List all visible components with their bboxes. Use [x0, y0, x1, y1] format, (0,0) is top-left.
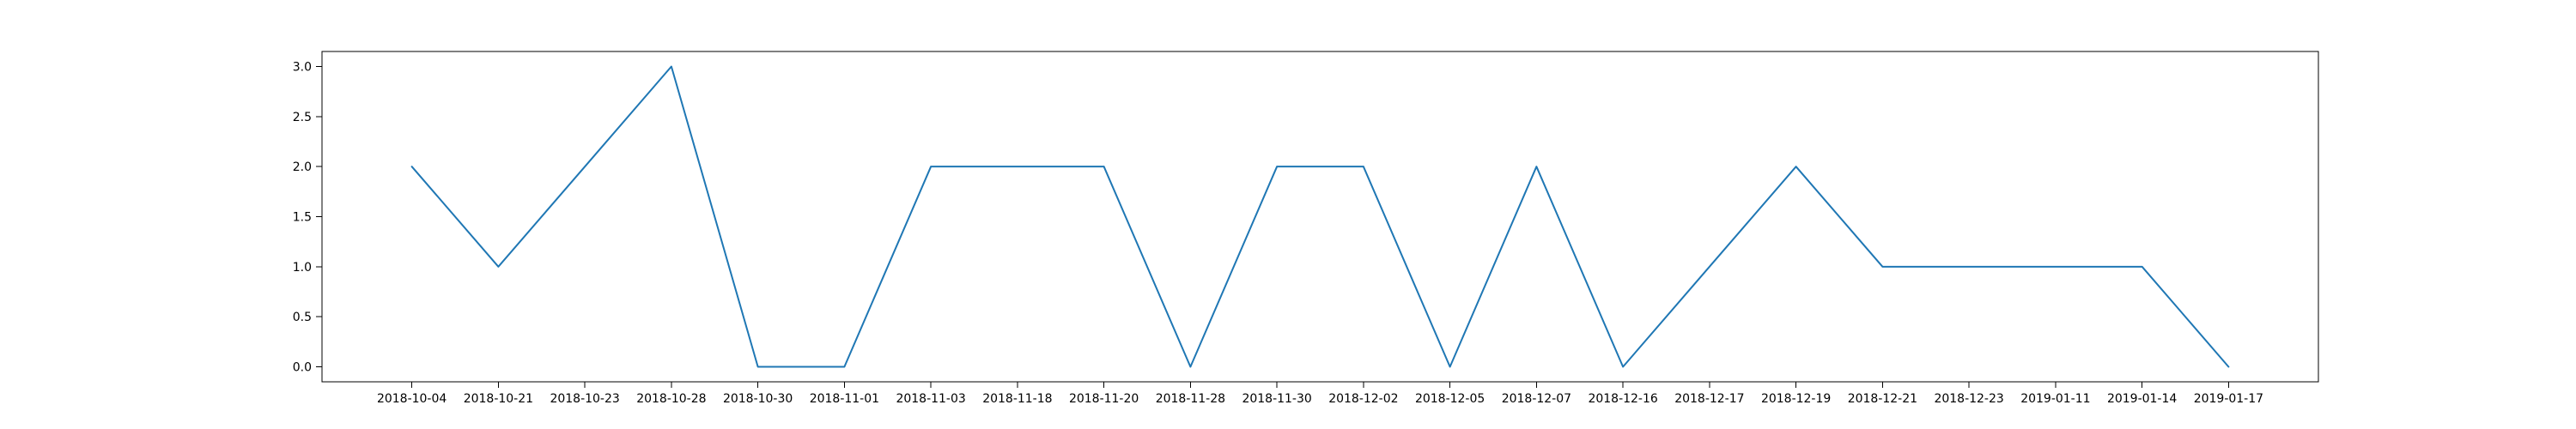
x-tick-label: 2018-10-28 [636, 392, 706, 406]
x-tick-label: 2018-12-23 [1934, 392, 2003, 406]
plot-area [322, 51, 2318, 382]
x-axis: 2018-10-04 2018-10-21 2018-10-23 2018-10-28… [377, 382, 2263, 406]
axes-border [321, 51, 2319, 383]
y-tick-label: 3.0 [293, 61, 312, 75]
x-tick-label: 2018-10-30 [723, 392, 793, 406]
y-tick-label: 2.5 [293, 111, 312, 124]
x-tick-label: 2018-11-20 [1069, 392, 1139, 406]
x-tick-label: 2018-11-18 [982, 392, 1052, 406]
x-tick-label: 2018-12-16 [1588, 392, 1657, 406]
x-tick-label: 2018-12-07 [1502, 392, 1571, 406]
x-tick-label: 2018-10-21 [464, 392, 533, 406]
x-tick-label: 2018-10-23 [550, 392, 619, 406]
series-line [410, 65, 2230, 368]
y-axis: 0.0 0.5 1.0 1.5 2.0 2.5 3.0 [293, 61, 322, 375]
x-tick-label: 2019-01-11 [2020, 392, 2090, 406]
y-tick-label: 1.0 [293, 261, 312, 275]
axes-frame [321, 51, 2319, 383]
plot-background [322, 51, 2318, 382]
x-tick-label: 2019-01-14 [2107, 392, 2177, 406]
x-tick-label: 2018-11-30 [1242, 392, 1311, 406]
x-tick-label: 2018-12-21 [1848, 392, 1917, 406]
y-tick-label: 2.0 [293, 160, 312, 174]
y-tick-label: 1.5 [293, 211, 312, 225]
x-tick-label: 2018-10-04 [377, 392, 447, 406]
x-tick-label: 2019-01-17 [2194, 392, 2263, 406]
x-tick-label: 2018-12-17 [1674, 392, 1744, 406]
x-tick-label: 2018-12-02 [1328, 392, 1398, 406]
x-tick-label: 2018-11-01 [810, 392, 879, 406]
y-tick-label: 0.5 [293, 311, 312, 324]
x-tick-label: 2018-12-19 [1761, 392, 1831, 406]
x-tick-label: 2018-12-05 [1415, 392, 1485, 406]
x-tick-label: 2018-11-28 [1156, 392, 1225, 406]
x-tick-label: 2018-11-03 [896, 392, 965, 406]
series-layer [410, 65, 2230, 368]
y-tick-label: 0.0 [293, 361, 312, 375]
